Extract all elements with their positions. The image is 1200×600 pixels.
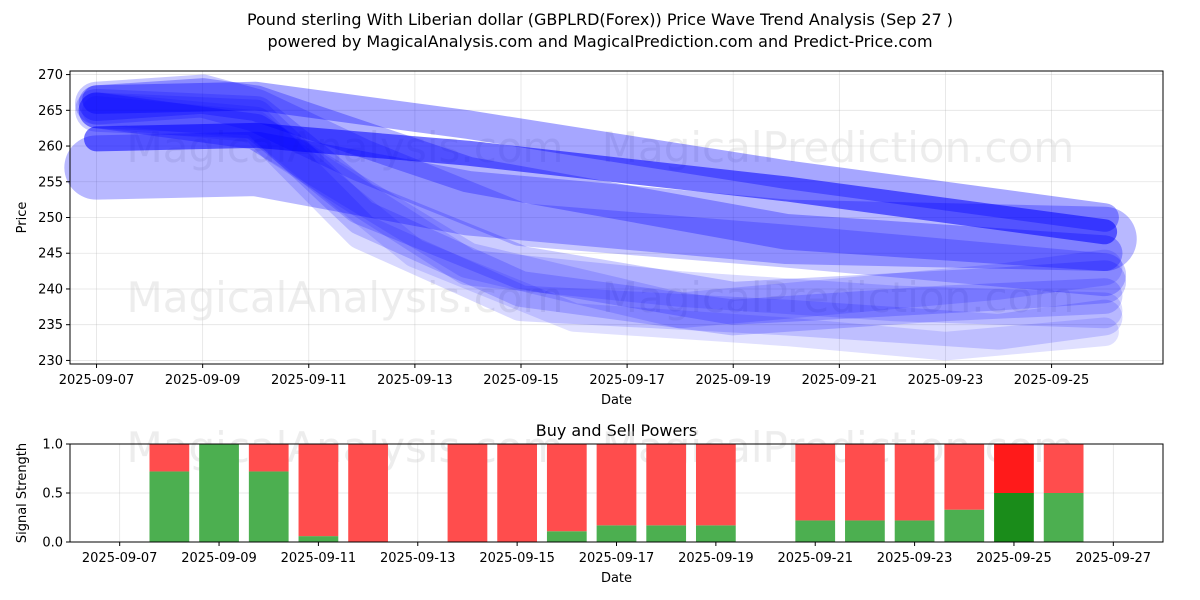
price-wave-band-wave-5 — [75, 74, 1127, 297]
sell-power-bar — [149, 444, 190, 472]
price-y-tick-label: 270 — [38, 68, 63, 83]
signal-chart-y-label: Signal Strength — [15, 443, 30, 543]
buy-power-bar — [248, 471, 289, 542]
price-x-tick-label: 2025-09-13 — [377, 373, 453, 388]
signal-x-tick-label: 2025-09-07 — [82, 551, 158, 566]
signal-chart-y-ticks: 0.0 0.5 1.0 — [42, 438, 70, 551]
price-y-tick-label: 240 — [38, 282, 63, 297]
buy-power-bar — [894, 520, 935, 542]
price-x-tick-label: 2025-09-17 — [589, 373, 665, 388]
signal-y-tick-label: 0.5 — [42, 487, 63, 502]
sell-power-bar — [596, 444, 637, 526]
price-y-tick-label: 235 — [38, 318, 63, 333]
price-x-tick-label: 2025-09-25 — [1014, 373, 1090, 388]
signal-chart-grid — [70, 443, 1163, 543]
watermark-text: MagicalPrediction.com — [602, 423, 1075, 472]
sell-power-bar — [944, 444, 985, 510]
buy-power-bar — [845, 520, 885, 542]
price-y-tick-label: 260 — [38, 140, 63, 155]
price-wave-band-wave-9 — [82, 96, 1119, 361]
signal-y-tick-label: 1.0 — [42, 438, 63, 453]
signal-x-tick-label: 2025-09-09 — [181, 551, 257, 566]
price-chart-x-ticks: 2025-09-07 2025-09-09 2025-09-11 2025-09-13… — [59, 364, 1090, 388]
watermark-text: MagicalPrediction.com — [602, 273, 1075, 322]
watermark-text: MagicalAnalysis.com — [127, 423, 564, 472]
signal-x-tick-label: 2025-09-25 — [976, 551, 1052, 566]
price-chart-y-ticks: 230 235 240 245 250 255 260 265 270 — [38, 68, 70, 369]
buy-power-bar — [944, 509, 985, 542]
sell-power-bar — [497, 444, 538, 542]
price-wave-band-wave-10 — [78, 92, 1123, 329]
price-x-tick-label: 2025-09-11 — [271, 373, 347, 388]
sell-power-bar — [546, 444, 587, 532]
price-x-tick-label: 2025-09-07 — [59, 373, 135, 388]
price-wave-band-wave-3 — [64, 131, 1137, 272]
signal-chart-frame — [69, 443, 1164, 543]
price-wave-bands — [64, 74, 1137, 361]
price-chart-x-label: Date — [601, 393, 632, 408]
signal-x-tick-label: 2025-09-27 — [1076, 551, 1152, 566]
signal-x-tick-label: 2025-09-23 — [877, 551, 953, 566]
sell-power-bar — [795, 444, 836, 521]
watermark-text: MagicalAnalysis.com — [127, 273, 564, 322]
sell-power-bar — [646, 444, 687, 526]
buy-power-bar — [149, 471, 190, 542]
price-wave-band-wave-8 — [78, 92, 1123, 350]
price-chart-y-label: Price — [15, 202, 30, 234]
sell-power-bar — [994, 444, 1034, 493]
signal-x-tick-label: 2025-09-11 — [281, 551, 357, 566]
price-x-tick-label: 2025-09-19 — [695, 373, 771, 388]
price-x-tick-label: 2025-09-23 — [908, 373, 984, 388]
buy-power-bar — [596, 525, 637, 542]
price-x-tick-label: 2025-09-09 — [165, 373, 241, 388]
price-wave-band-wave-11 — [78, 92, 1123, 329]
price-wave-band-wave-7 — [78, 92, 1123, 336]
signal-x-tick-label: 2025-09-21 — [777, 551, 853, 566]
price-wave-chart: MagicalAnalysis.com MagicalPrediction.com… — [15, 68, 1164, 408]
signal-x-tick-label: 2025-09-15 — [479, 551, 555, 566]
buy-power-bar — [994, 493, 1034, 542]
buy-power-bar — [1043, 493, 1084, 542]
sell-power-bar — [447, 444, 488, 542]
sell-power-bar — [1043, 444, 1084, 493]
chart-title: Pound sterling With Liberian dollar (GBP… — [246, 10, 954, 29]
price-wave-band-wave-4 — [78, 78, 1123, 272]
price-x-tick-label: 2025-09-21 — [802, 373, 878, 388]
buy-power-bar — [199, 444, 239, 542]
signal-x-tick-label: 2025-09-19 — [678, 551, 754, 566]
price-y-tick-label: 245 — [38, 247, 63, 262]
price-y-tick-label: 255 — [38, 175, 63, 190]
watermark-text: MagicalPrediction.com — [602, 123, 1075, 172]
signal-chart-x-label: Date — [601, 571, 632, 586]
sell-power-bar — [695, 444, 736, 526]
buy-power-bar — [795, 520, 836, 542]
price-wave-band-wave-1 — [84, 122, 1118, 245]
price-wave-band-wave-2 — [82, 81, 1119, 232]
buy-power-bar — [298, 536, 339, 542]
signal-x-tick-label: 2025-09-13 — [380, 551, 456, 566]
price-y-tick-label: 265 — [38, 104, 63, 119]
buy-power-bar — [695, 525, 736, 542]
signal-chart-title: Buy and Sell Powers — [536, 421, 698, 440]
price-y-tick-label: 230 — [38, 354, 63, 369]
signal-bars — [149, 444, 1084, 542]
buy-power-bar — [546, 531, 587, 542]
signal-chart-watermarks: MagicalAnalysis.com MagicalPrediction.com — [127, 423, 1075, 472]
price-y-tick-label: 250 — [38, 211, 63, 226]
price-x-tick-label: 2025-09-15 — [483, 373, 559, 388]
buy-power-bar — [646, 525, 687, 542]
sell-power-bar — [894, 444, 935, 521]
price-wave-band-wave-6 — [75, 88, 1127, 325]
sell-power-bar — [348, 444, 388, 542]
signal-y-tick-label: 0.0 — [42, 536, 63, 551]
sell-power-bar — [298, 444, 339, 537]
sell-power-bar — [845, 444, 885, 521]
signal-chart-x-ticks: 2025-09-07 2025-09-09 2025-09-11 2025-09-13… — [82, 542, 1151, 566]
sell-power-bar — [248, 444, 289, 472]
chart-subtitle: powered by MagicalAnalysis.com and Magic… — [267, 32, 933, 51]
signal-x-tick-label: 2025-09-17 — [579, 551, 655, 566]
